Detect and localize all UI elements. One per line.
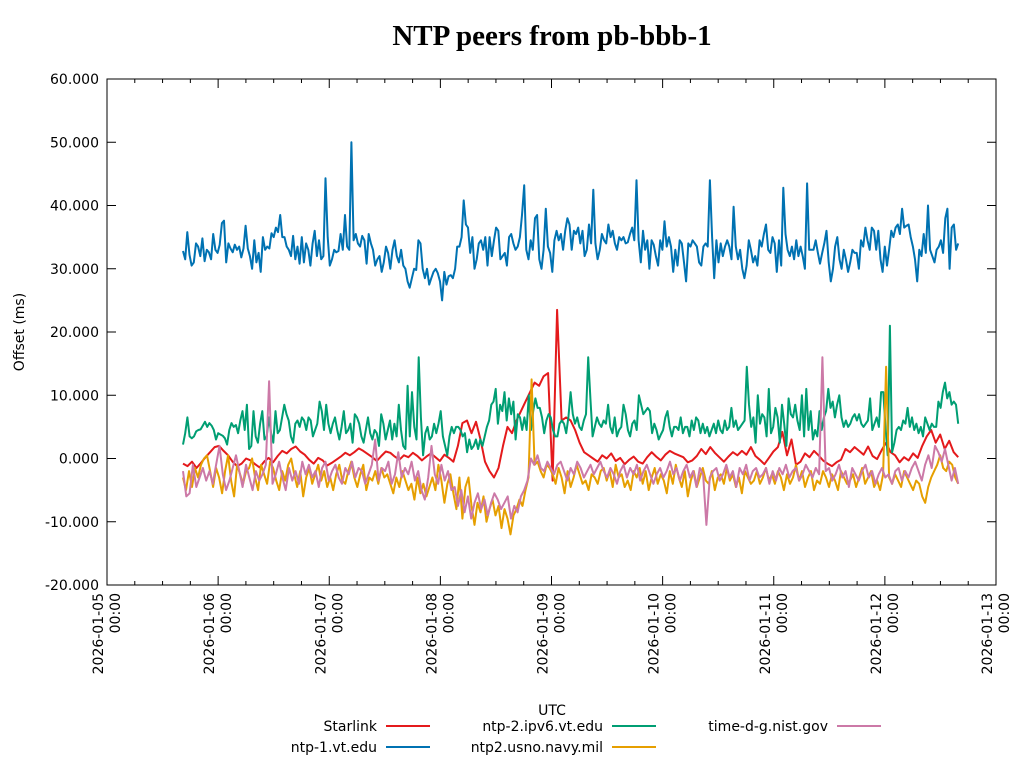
x-tick-time: 00:00 [330,593,346,633]
plot-frame [106,78,997,586]
legend-item: Starlink [324,719,430,735]
y-tick-label: 30.000 [50,262,99,278]
x-tick-label: 2026-01-10 00:00 [647,593,680,674]
legend-item: ntp-2.ipv6.vt.edu [482,719,656,735]
y-tick-label: 40.000 [50,199,99,215]
legend: Starlink ntp-1.vt.edu ntp-2.ipv6.vt.edu ntp… [291,719,881,756]
x-tick-label: 2026-01-06 00:00 [202,593,235,674]
legend-label: ntp-1.vt.edu [291,740,377,756]
series-line-time-d-g-nist-gov [182,356,960,526]
series-line-ntp-1-vt-edu [182,141,960,302]
y-tick-label: -10.000 [45,515,99,531]
series-line-starlink [182,308,959,482]
x-tick-date: 2026-01-13 [980,593,996,674]
y-tick-label: 10.000 [50,388,99,404]
x-tick-time: 00:00 [553,593,569,633]
legend-label: ntp2.usno.navy.mil [471,740,603,756]
x-tick-label: 2026-01-08 00:00 [424,593,457,674]
x-tick-label: 2026-01-05 00:00 [91,593,124,674]
chart-title: NTP peers from pb-bbb-1 [392,20,711,52]
y-tick-label: 0.000 [59,452,99,468]
legend-label: ntp-2.ipv6.vt.edu [482,719,603,735]
y-axis-ticks: -20.000 -10.000 0.000 10.000 20.000 30.000 40.… [45,72,996,594]
y-tick-label: 20.000 [50,325,99,341]
x-tick-time: 00:00 [886,593,902,633]
x-tick-date: 2026-01-05 [91,593,107,674]
x-tick-date: 2026-01-08 [424,593,440,674]
x-tick-label: 2026-01-13 00:00 [980,593,1013,674]
legend-item: time-d-g.nist.gov [708,719,881,735]
legend-item: ntp2.usno.navy.mil [471,740,656,756]
y-tick-label: 60.000 [50,72,99,88]
y-tick-label: -20.000 [45,578,99,594]
series-line-ntp2-usno-navy-mil [182,365,960,536]
y-axis-label: Offset (ms) [12,293,28,371]
x-axis-label: UTC [538,703,566,719]
x-tick-time: 00:00 [997,593,1013,633]
legend-label: time-d-g.nist.gov [708,719,828,735]
x-tick-label: 2026-01-09 00:00 [536,593,569,674]
x-axis-ticks: 2026-01-05 00:00 2026-01-06 00:00 2026-01-07… [91,79,1013,674]
x-tick-date: 2026-01-12 [869,593,885,674]
plot-area-border [106,78,997,586]
x-tick-label: 2026-01-12 00:00 [869,593,902,674]
x-tick-label: 2026-01-07 00:00 [313,593,346,674]
x-tick-label: 2026-01-11 00:00 [758,593,791,674]
series-layer [182,141,960,536]
x-tick-date: 2026-01-10 [647,593,663,674]
x-tick-time: 00:00 [775,593,791,633]
legend-item: ntp-1.vt.edu [291,740,430,756]
x-tick-time: 00:00 [219,593,235,633]
series-line-ntp-2-ipv6-vt-edu [182,324,960,457]
legend-label: Starlink [324,719,378,735]
x-tick-date: 2026-01-11 [758,593,774,674]
x-tick-date: 2026-01-07 [313,593,329,674]
y-tick-label: 50.000 [50,135,99,151]
x-tick-time: 00:00 [664,593,680,633]
x-tick-date: 2026-01-09 [536,593,552,674]
x-tick-time: 00:00 [108,593,124,633]
x-tick-time: 00:00 [441,593,457,633]
x-tick-date: 2026-01-06 [202,593,218,674]
